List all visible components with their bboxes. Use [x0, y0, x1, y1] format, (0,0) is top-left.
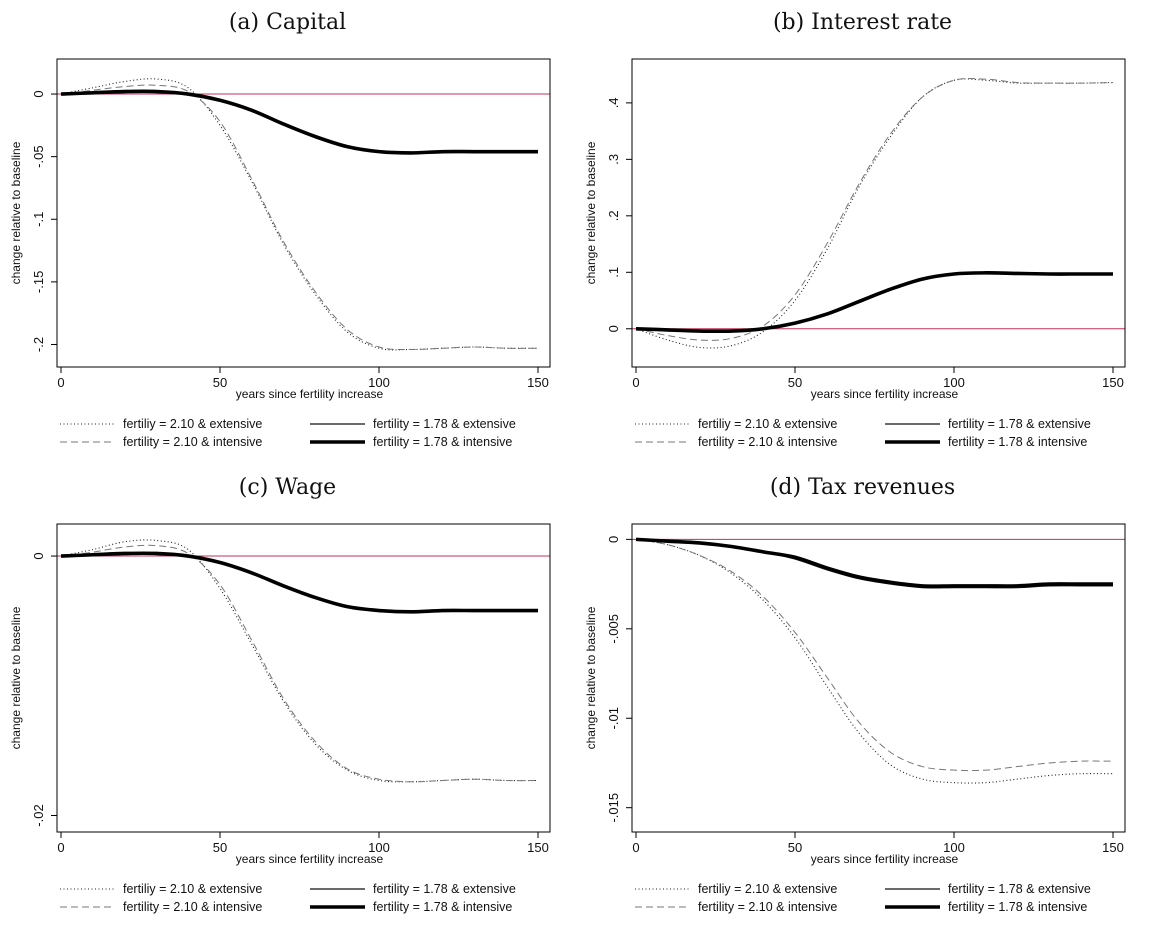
chart-svg: 0 50 100 150 0 -.005 -.01 -.015 years since fert… [584, 523, 1126, 914]
series-line-dotted [60, 539, 539, 783]
panel-interest-rate: (b) Interest rate 0 50 100 150 0 .1 .2 .3 .4 year… [575, 0, 1150, 464]
series-line-thick [635, 271, 1113, 334]
y-tick-label: -.1 [31, 212, 46, 227]
x-axis-title: years since fertility increase [236, 852, 384, 866]
y-axis-title: change relative to baseline [9, 606, 23, 749]
plot-frame [56, 523, 551, 833]
x-tick-label: 150 [527, 375, 549, 390]
legend-label: fertility = 1.78 & extensive [373, 417, 516, 431]
y-axis-title: change relative to baseline [584, 141, 598, 284]
x-tick-label: 150 [1102, 840, 1124, 855]
series-line-dashed [60, 84, 539, 351]
y-tick-label: -.05 [31, 145, 46, 167]
legend-label: fertility = 1.78 & extensive [373, 882, 516, 896]
legend-label: fertiliy = 2.10 & extensive [698, 882, 837, 896]
legend-label: fertility = 1.78 & intensive [373, 900, 512, 914]
panel-caption: (b) Interest rate [772, 10, 953, 35]
y-tick-label: 0 [606, 325, 621, 332]
y-tick-label: .1 [606, 267, 621, 278]
x-tick-label: 0 [57, 375, 64, 390]
legend-label: fertility = 1.78 & extensive [948, 882, 1091, 896]
x-tick-label: 100 [943, 375, 965, 390]
plot-frame [631, 523, 1126, 833]
legend-label: fertility = 1.78 & intensive [948, 900, 1087, 914]
chart-svg: 0 50 100 150 0 -.02 years since fertility incr… [9, 523, 551, 914]
x-tick-label: 100 [368, 375, 390, 390]
series-line-thick [635, 537, 1113, 588]
legend-label: fertility = 2.10 & intensive [123, 900, 262, 914]
y-tick-label: -.005 [606, 614, 621, 644]
y-tick-label: .3 [606, 154, 621, 165]
legend-label: fertility = 1.78 & intensive [373, 435, 512, 449]
y-tick-label: .4 [606, 97, 621, 108]
y-tick-label: .2 [606, 210, 621, 221]
series-line-dotted [635, 538, 1114, 784]
y-tick-label: -.01 [606, 707, 621, 729]
series-line-solid [60, 90, 538, 154]
series-line-solid [60, 552, 538, 613]
legend-label: fertiliy = 2.10 & extensive [698, 417, 837, 431]
y-tick-label: -.15 [31, 271, 46, 293]
x-tick-label: 0 [632, 840, 639, 855]
x-tick-label: 100 [943, 840, 965, 855]
plot-frame [56, 58, 551, 368]
x-tick-label: 0 [632, 375, 639, 390]
legend-label: fertiliy = 2.10 & extensive [123, 417, 262, 431]
panel-tax-revenues: (d) Tax revenues 0 50 100 150 0 -.005 -.01 -.01… [575, 465, 1150, 929]
y-tick-label: -.02 [31, 804, 46, 826]
legend-label: fertility = 1.78 & intensive [948, 435, 1087, 449]
panel-wage: (c) Wage 0 50 100 150 0 -.02 years since ferti… [0, 465, 575, 929]
plot-frame [631, 58, 1126, 368]
y-axis-title: change relative to baseline [584, 606, 598, 749]
legend-label: fertility = 2.10 & intensive [698, 900, 837, 914]
x-tick-label: 150 [1102, 375, 1124, 390]
series-line-solid [635, 272, 1113, 332]
legend-label: fertility = 2.10 & intensive [123, 435, 262, 449]
panel-caption: (d) Tax revenues [769, 475, 956, 500]
y-tick-label: -.015 [606, 793, 621, 823]
x-tick-label: 100 [368, 840, 390, 855]
x-tick-label: 50 [213, 840, 227, 855]
x-tick-label: 0 [57, 840, 64, 855]
series-line-thick [60, 89, 538, 155]
chart-svg: 0 50 100 150 0 -.05 -.1 -.15 -.2 years since fert… [9, 58, 551, 449]
y-tick-label: 0 [606, 536, 621, 543]
y-tick-label: 0 [31, 90, 46, 97]
x-tick-label: 150 [527, 840, 549, 855]
panel-capital: (a) Capital 0 50 100 150 0 -.05 -.1 -.15 -.2 year… [0, 0, 575, 464]
y-axis-title: change relative to baseline [9, 141, 23, 284]
panel-caption: (c) Wage [238, 475, 337, 500]
y-tick-label: -.2 [31, 337, 46, 352]
series-line-thick [60, 551, 538, 614]
series-line-dotted [635, 78, 1114, 349]
x-tick-label: 50 [788, 375, 802, 390]
x-axis-title: years since fertility increase [811, 852, 959, 866]
series-line-dashed [60, 544, 539, 783]
chart-svg: 0 50 100 150 0 .1 .2 .3 .4 years since fertility … [584, 58, 1126, 449]
x-tick-label: 50 [788, 840, 802, 855]
legend-label: fertility = 1.78 & extensive [948, 417, 1091, 431]
y-tick-label: 0 [31, 552, 46, 559]
series-line-dashed [635, 538, 1114, 772]
x-axis-title: years since fertility increase [811, 387, 959, 401]
x-tick-label: 50 [213, 375, 227, 390]
legend-label: fertiliy = 2.10 & extensive [123, 882, 262, 896]
legend-label: fertility = 2.10 & intensive [698, 435, 837, 449]
x-axis-title: years since fertility increase [236, 387, 384, 401]
panel-caption: (a) Capital [228, 10, 347, 35]
series-line-dotted [60, 78, 539, 351]
series-line-dashed [635, 77, 1114, 341]
